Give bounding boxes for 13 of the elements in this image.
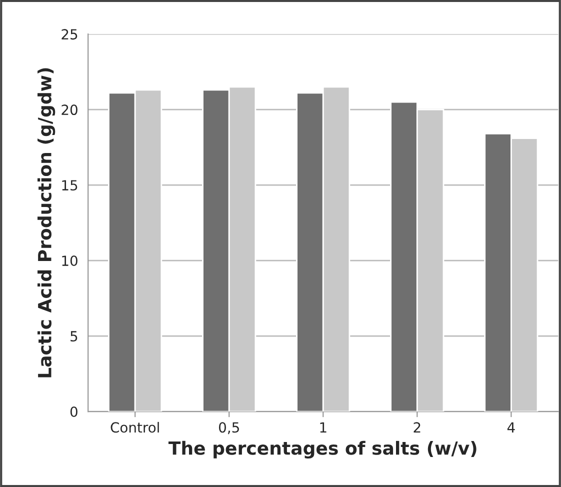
x-tick-label: 2 [414,422,420,432]
x-axis-title: The percentages of salts (w/v) [168,440,476,459]
x-tick-label: 4 [507,422,515,432]
y-tick-label: 25 [62,29,78,40]
x-tick-label: Control [110,422,159,433]
y-axis-title: Lactic Acid Production (g/gdw) [38,68,56,378]
x-tick-label: 1 [320,422,326,432]
y-tick-label: 0 [70,406,78,417]
y-tick-label: 15 [62,180,78,191]
y-tick-label: 20 [62,104,78,116]
y-tick-label: 5 [70,331,78,342]
y-tick-label: 10 [62,256,78,266]
x-tick-label: 0,5 [218,422,239,434]
